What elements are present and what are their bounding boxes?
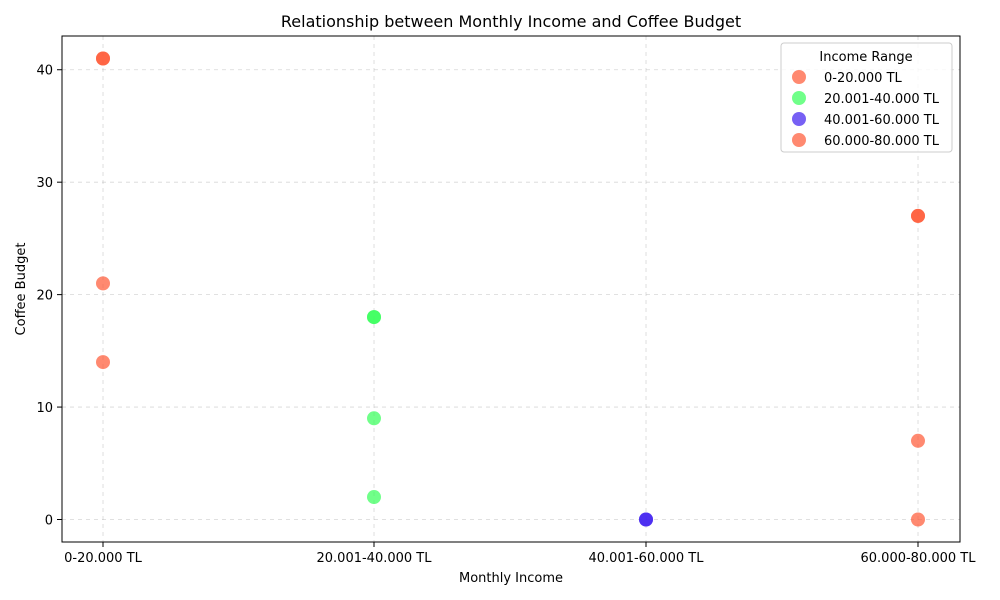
legend: Income Range 0-20.000 TL 20.001-40.000 TL… bbox=[780, 42, 953, 153]
x-axis-ticks: 0-20.000 TL 20.001-40.000 TL 40.001-60.000… bbox=[64, 542, 976, 566]
legend-title: Income Range bbox=[819, 50, 912, 65]
data-point bbox=[911, 512, 925, 527]
x-tick-label: 60.000-80.000 TL bbox=[861, 551, 977, 566]
y-tick-label: 0 bbox=[45, 514, 53, 529]
data-point bbox=[367, 411, 381, 426]
data-point bbox=[96, 276, 110, 291]
x-tick-label: 0-20.000 TL bbox=[64, 551, 143, 566]
x-tick-label: 20.001-40.000 TL bbox=[317, 551, 433, 566]
plot-area-frame bbox=[61, 35, 961, 543]
data-point bbox=[639, 512, 653, 527]
data-points bbox=[96, 51, 925, 527]
y-tick-label: 10 bbox=[36, 401, 53, 416]
legend-label: 20.001-40.000 TL bbox=[824, 92, 940, 107]
legend-box bbox=[780, 42, 953, 153]
legend-label: 40.001-60.000 TL bbox=[824, 113, 940, 128]
legend-marker bbox=[792, 133, 806, 147]
y-tick-label: 20 bbox=[36, 289, 53, 304]
data-point bbox=[911, 433, 925, 448]
y-axis-label: Coffee Budget bbox=[14, 243, 29, 336]
legend-marker bbox=[792, 91, 806, 105]
legend-marker bbox=[792, 112, 806, 126]
grid-lines bbox=[62, 36, 960, 542]
y-tick-label: 30 bbox=[36, 176, 53, 191]
chart-title: Relationship between Monthly Income and … bbox=[281, 12, 741, 31]
y-axis-ticks: 0 10 20 30 40 bbox=[36, 64, 62, 529]
y-tick-label: 40 bbox=[36, 64, 53, 79]
x-tick-label: 40.001-60.000 TL bbox=[589, 551, 705, 566]
legend-label: 60.000-80.000 TL bbox=[824, 134, 940, 149]
data-point bbox=[367, 310, 381, 325]
x-axis-label: Monthly Income bbox=[459, 571, 563, 586]
legend-label: 0-20.000 TL bbox=[824, 71, 903, 86]
legend-marker bbox=[792, 70, 806, 84]
data-point bbox=[367, 490, 381, 505]
data-point bbox=[911, 208, 925, 223]
data-point bbox=[96, 355, 110, 370]
data-point bbox=[96, 51, 110, 66]
